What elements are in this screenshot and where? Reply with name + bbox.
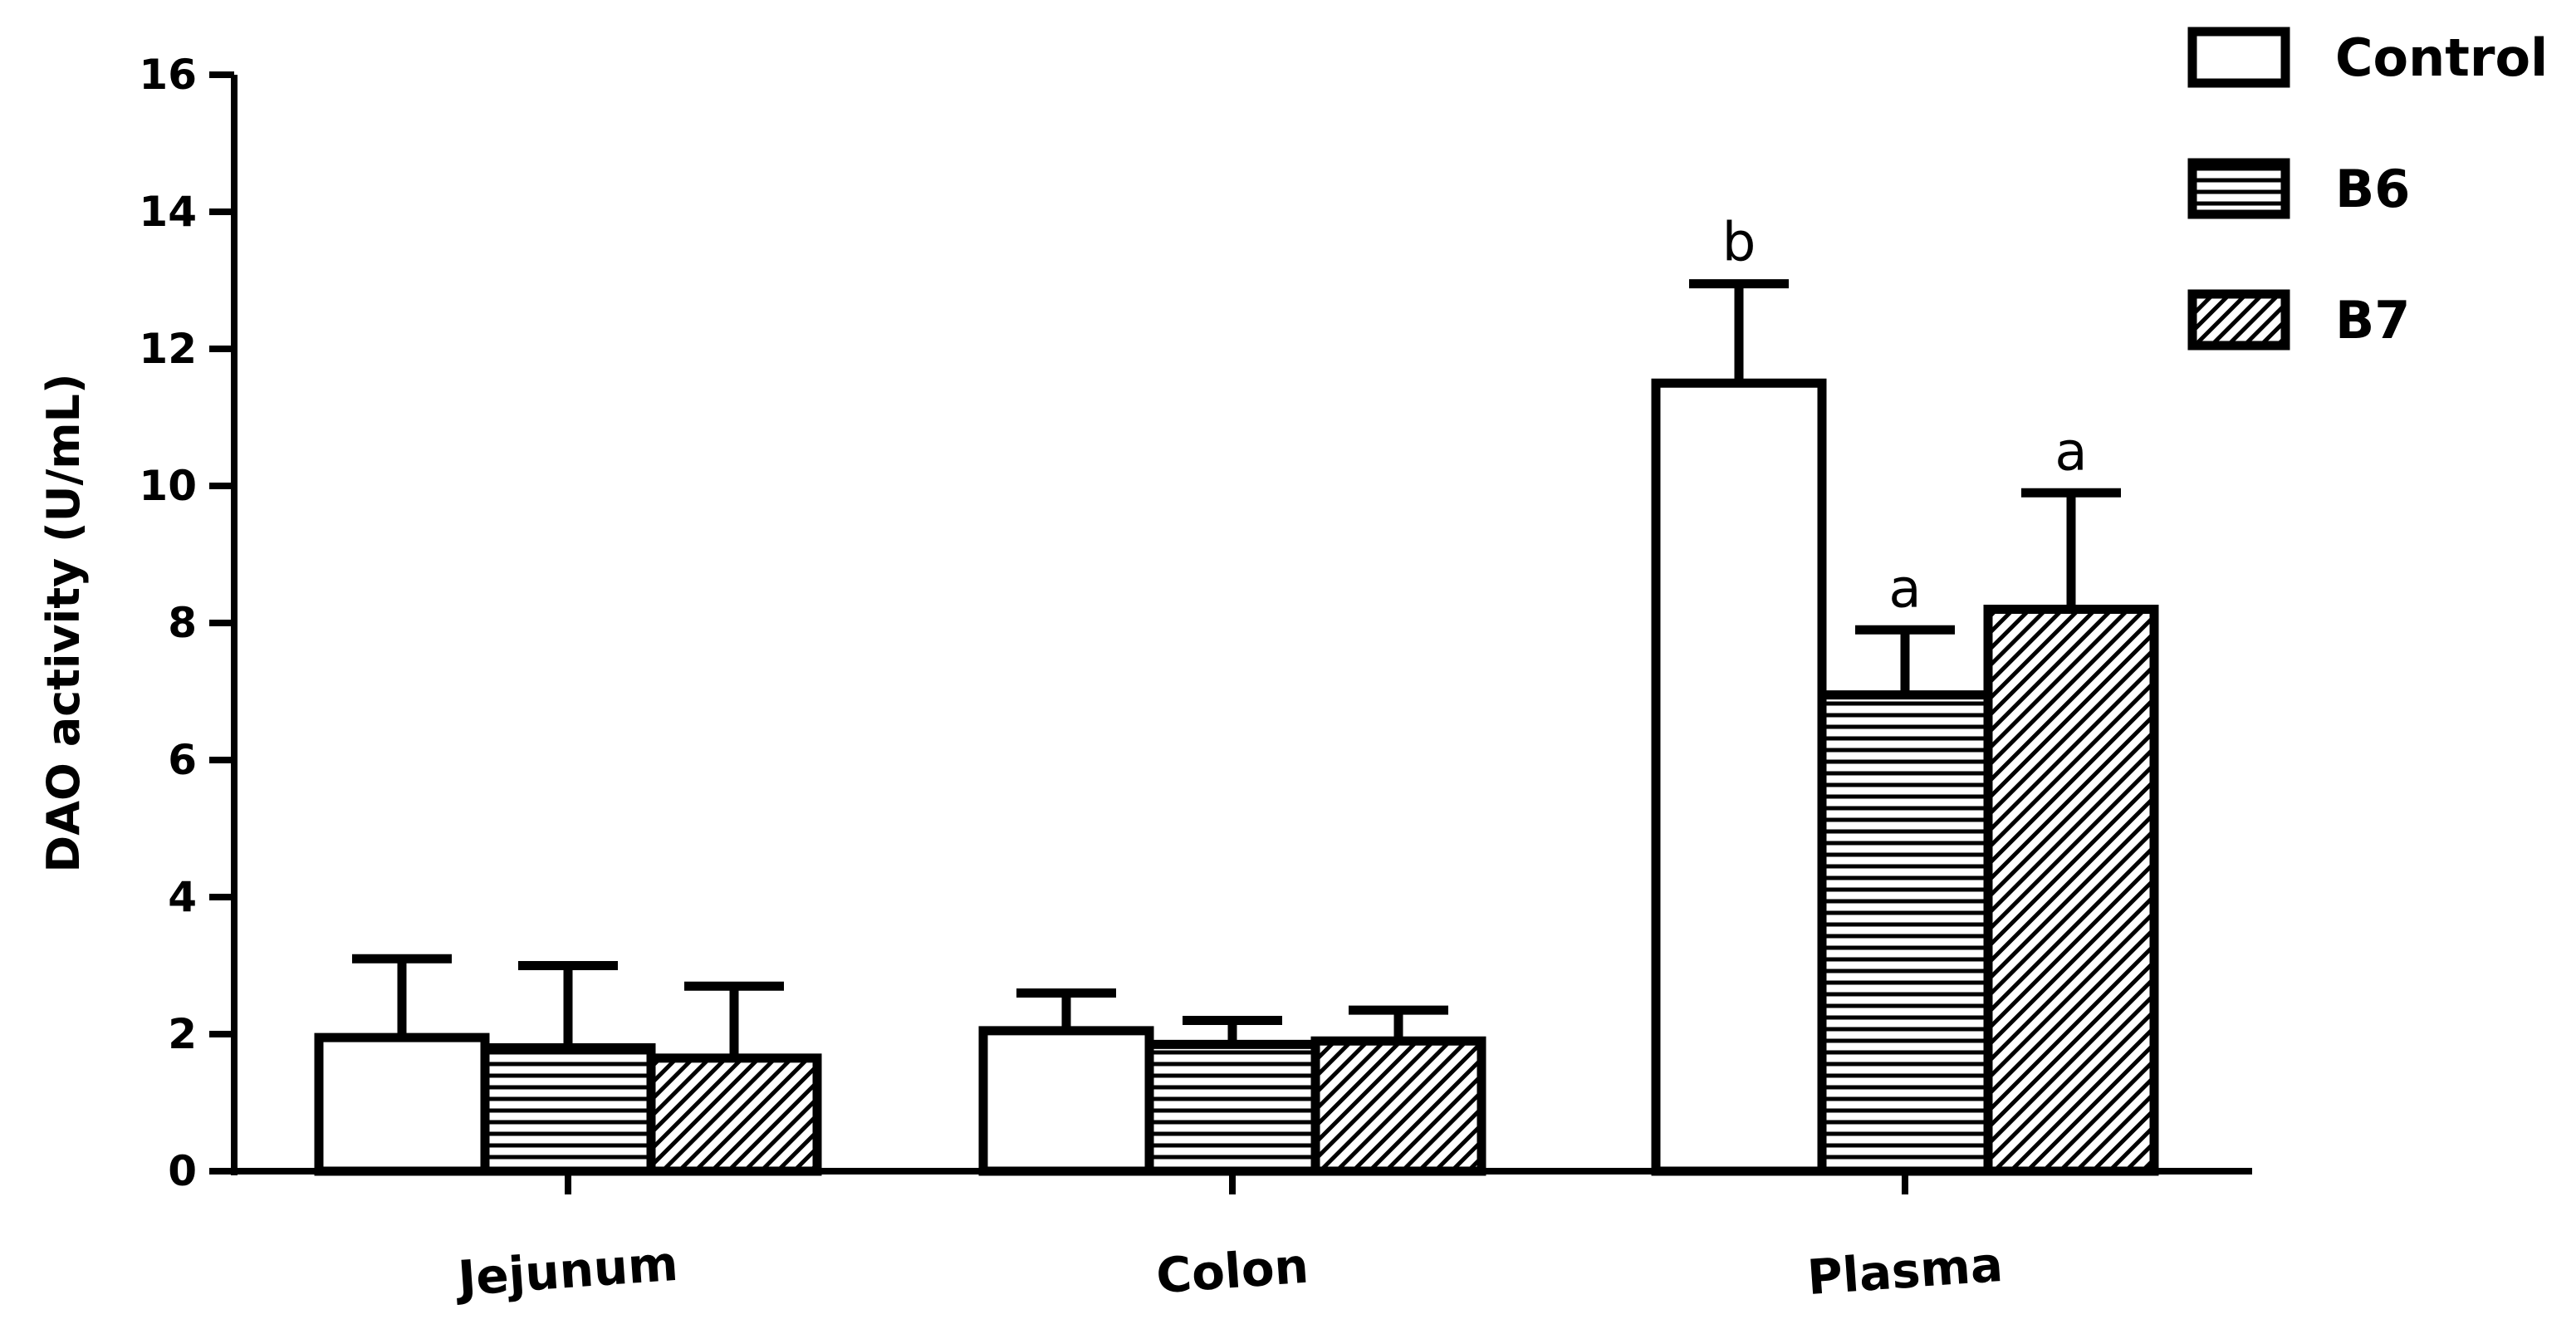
legend: Control B6 B7: [2187, 27, 2548, 351]
bar-b7-plasma: [1983, 605, 2159, 1176]
bar-b6-colon: [1144, 1039, 1320, 1176]
y-tick-label: 0: [168, 1147, 197, 1195]
y-tick-label: 6: [168, 736, 197, 784]
y-tick-label: 10: [139, 462, 197, 510]
y-tick-label: 12: [139, 325, 197, 373]
bar-b6-jejunum: [480, 1043, 656, 1176]
significance-label: b: [1722, 213, 1756, 274]
x-tick-label: Jejunum: [453, 1235, 679, 1307]
bar-control-jejunum: [314, 1032, 490, 1176]
significance-label: a: [2054, 421, 2087, 483]
legend-swatch-control: [2187, 27, 2290, 88]
y-axis-title: DAO activity (U/mL): [37, 373, 90, 872]
legend-label-b7: B7: [2335, 290, 2410, 351]
y-tick-label: 8: [168, 599, 197, 647]
y-tick-label: 2: [168, 1010, 197, 1058]
x-tick-label: Colon: [1154, 1238, 1310, 1305]
y-tick-label: 4: [168, 873, 197, 921]
legend-swatch-b7: [2187, 289, 2290, 351]
legend-label-control: Control: [2335, 27, 2548, 88]
y-tick-label: 16: [139, 51, 197, 99]
legend-swatch-b6: [2187, 158, 2290, 219]
bar-b7-jejunum: [646, 1053, 822, 1176]
bar-b7-colon: [1310, 1036, 1486, 1176]
bar-control-plasma: [1651, 378, 1827, 1176]
bar-control-colon: [978, 1026, 1154, 1176]
significance-label: a: [1888, 558, 1921, 620]
y-tick-label: 14: [139, 188, 197, 236]
legend-label-b6: B6: [2335, 159, 2410, 219]
bar-b6-plasma: [1817, 690, 1993, 1176]
bars: b a a: [314, 213, 2159, 1176]
x-tick-label: Plasma: [1805, 1236, 2005, 1306]
